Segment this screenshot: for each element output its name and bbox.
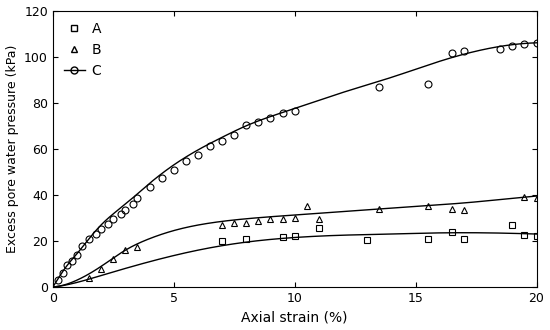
X-axis label: Axial strain (%): Axial strain (%) [241, 311, 348, 324]
Y-axis label: Excess pore water pressure (kPa): Excess pore water pressure (kPa) [6, 45, 19, 253]
Legend: A, B, C: A, B, C [60, 17, 106, 82]
